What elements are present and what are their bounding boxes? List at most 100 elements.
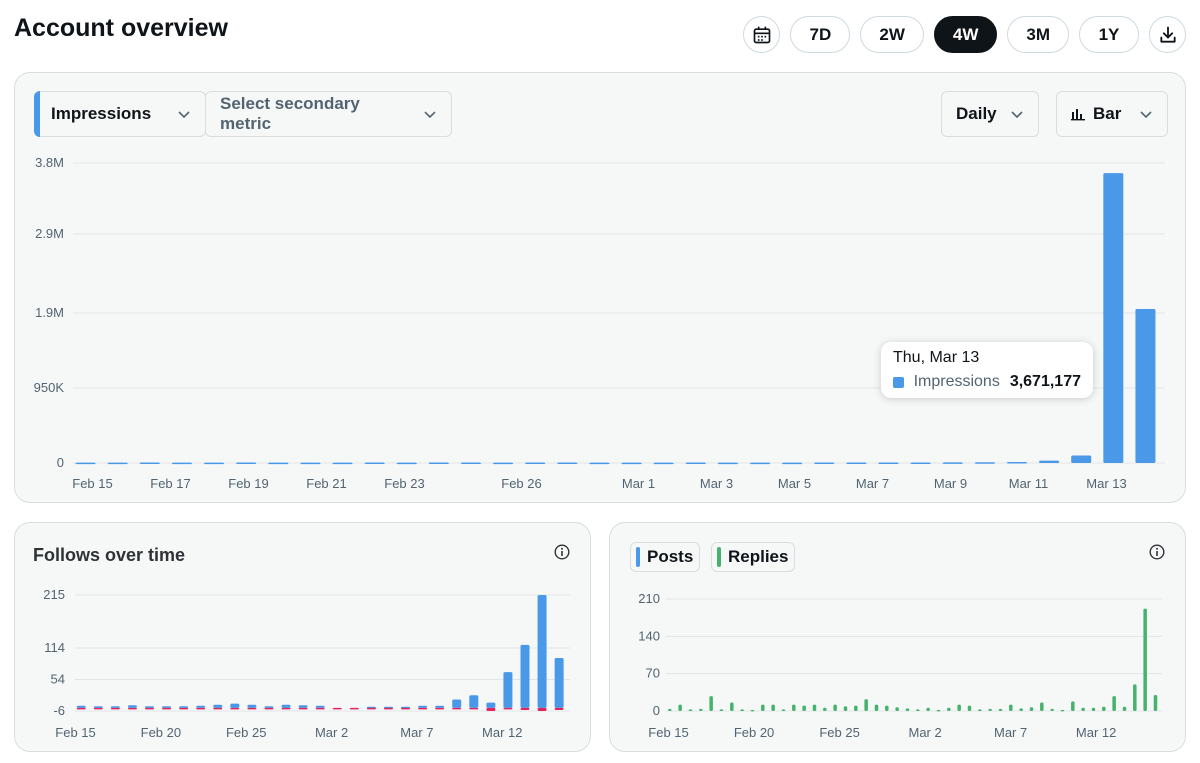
range-1y-button[interactable]: 1Y	[1079, 16, 1139, 53]
bar-impressions	[782, 462, 803, 465]
bar-impressions	[460, 462, 481, 465]
bar-replies	[709, 696, 713, 711]
y-tick-label: 114	[44, 640, 65, 655]
calendar-button[interactable]	[743, 16, 781, 53]
bar-impressions	[750, 462, 771, 465]
date-range-selector: 7D 2W 4W 3M 1Y	[743, 16, 1186, 53]
bar-unfollows	[486, 707, 496, 711]
x-tick-label: Mar 11	[1009, 476, 1049, 491]
chevron-down-icon	[1140, 111, 1152, 119]
legend-replies[interactable]: Replies	[711, 542, 796, 572]
primary-metric-color-indicator	[34, 91, 40, 137]
bar-unfollows	[332, 707, 342, 710]
bar-follows	[315, 705, 325, 708]
bar-follows	[144, 706, 154, 708]
bar-replies	[895, 707, 899, 711]
bar-unfollows	[469, 707, 479, 710]
follows-card: Follows over time -6 54 114 215 Feb 15 Feb 20…	[14, 522, 591, 752]
y-tick-label: 950K	[34, 380, 65, 395]
legend-posts[interactable]: Posts	[630, 542, 701, 572]
bar-replies	[802, 705, 806, 711]
x-tick-label: Mar 7	[856, 476, 889, 491]
impressions-card: Impressions Select secondary metric Dail…	[14, 72, 1186, 503]
bar-unfollows	[179, 707, 189, 710]
chart-type-label: Bar	[1093, 104, 1122, 123]
y-tick-label: 215	[43, 587, 65, 602]
bar-follows	[452, 699, 462, 708]
download-button[interactable]	[1149, 16, 1186, 53]
range-3m-button[interactable]: 3M	[1007, 16, 1069, 53]
bar-unfollows	[435, 707, 445, 710]
bar-unfollows	[349, 707, 359, 710]
calendar-icon	[753, 26, 771, 43]
bar-replies	[1060, 709, 1065, 712]
y-tick-label: -6	[53, 703, 65, 718]
bar-replies	[761, 704, 765, 711]
legend-posts-label: Posts	[647, 547, 694, 566]
primary-metric-label: Impressions	[51, 104, 152, 123]
bar-replies	[1112, 696, 1116, 711]
bar-unfollows	[144, 707, 154, 710]
bar-unfollows	[298, 707, 308, 710]
bar-unfollows	[452, 707, 462, 710]
bar-unfollows	[93, 707, 103, 710]
x-tick-label: Feb 23	[384, 476, 424, 491]
bar-replies	[1071, 701, 1075, 711]
x-tick-label: Mar 5	[778, 476, 811, 491]
chevron-down-icon	[424, 111, 436, 119]
bar-impressions	[685, 462, 706, 465]
x-tick-label: Mar 12	[482, 725, 522, 740]
range-4w-button[interactable]: 4W	[933, 16, 998, 53]
x-tick-label: Feb 15	[55, 725, 95, 740]
bar-replies	[833, 704, 837, 711]
bar-chart-icon	[1071, 109, 1085, 121]
impressions-tooltip: Thu, Mar 13 Impressions 3,671,177	[881, 342, 1093, 398]
bar-impressions	[557, 462, 578, 465]
range-2w-button[interactable]: 2W	[860, 16, 924, 53]
tooltip-series-swatch	[893, 376, 904, 388]
x-tick-label: Feb 15	[648, 725, 688, 740]
bar-impressions	[621, 462, 642, 465]
bar-follows	[162, 706, 172, 708]
bar-replies	[1133, 684, 1137, 711]
y-tick-label: 54	[51, 672, 65, 687]
bar-replies	[719, 709, 724, 711]
bar-unfollows	[230, 707, 240, 710]
bar-replies	[1143, 608, 1147, 711]
bar-impressions	[396, 462, 417, 465]
bar-impressions	[171, 462, 192, 465]
bar-impressions	[1135, 309, 1156, 463]
x-tick-label: Mar 9	[934, 476, 967, 491]
x-tick-label: Feb 20	[141, 725, 181, 740]
bar-impressions	[75, 462, 96, 465]
info-icon[interactable]	[554, 544, 570, 560]
bar-replies	[978, 709, 982, 711]
bar-replies	[1122, 706, 1127, 711]
bar-unfollows	[281, 707, 291, 710]
bar-follows	[179, 706, 189, 708]
bar-unfollows	[110, 707, 120, 710]
bar-replies	[792, 704, 796, 711]
x-tick-label: Feb 26	[501, 476, 541, 491]
range-7d-button[interactable]: 7D	[790, 16, 851, 53]
bar-replies	[678, 704, 682, 711]
bar-impressions	[1071, 455, 1092, 463]
bar-unfollows	[127, 707, 137, 710]
bar-follows	[486, 702, 496, 708]
secondary-metric-dropdown[interactable]: Select secondary metric	[205, 91, 452, 137]
info-icon[interactable]	[1149, 544, 1165, 560]
bar-follows	[554, 657, 564, 708]
legend-replies-swatch	[717, 547, 721, 567]
bar-follows	[196, 705, 206, 708]
bar-follows	[418, 705, 428, 708]
bar-follows	[76, 705, 86, 708]
legend-replies-label: Replies	[728, 547, 789, 566]
chevron-down-icon	[178, 111, 190, 119]
chart-type-dropdown[interactable]: Bar	[1056, 91, 1168, 137]
granularity-dropdown[interactable]: Daily	[941, 91, 1039, 137]
primary-metric-dropdown[interactable]: Impressions	[34, 91, 206, 137]
bar-unfollows	[401, 707, 411, 710]
x-tick-label: Feb 17	[150, 476, 190, 491]
bar-impressions	[428, 462, 449, 465]
bar-unfollows	[247, 707, 257, 710]
